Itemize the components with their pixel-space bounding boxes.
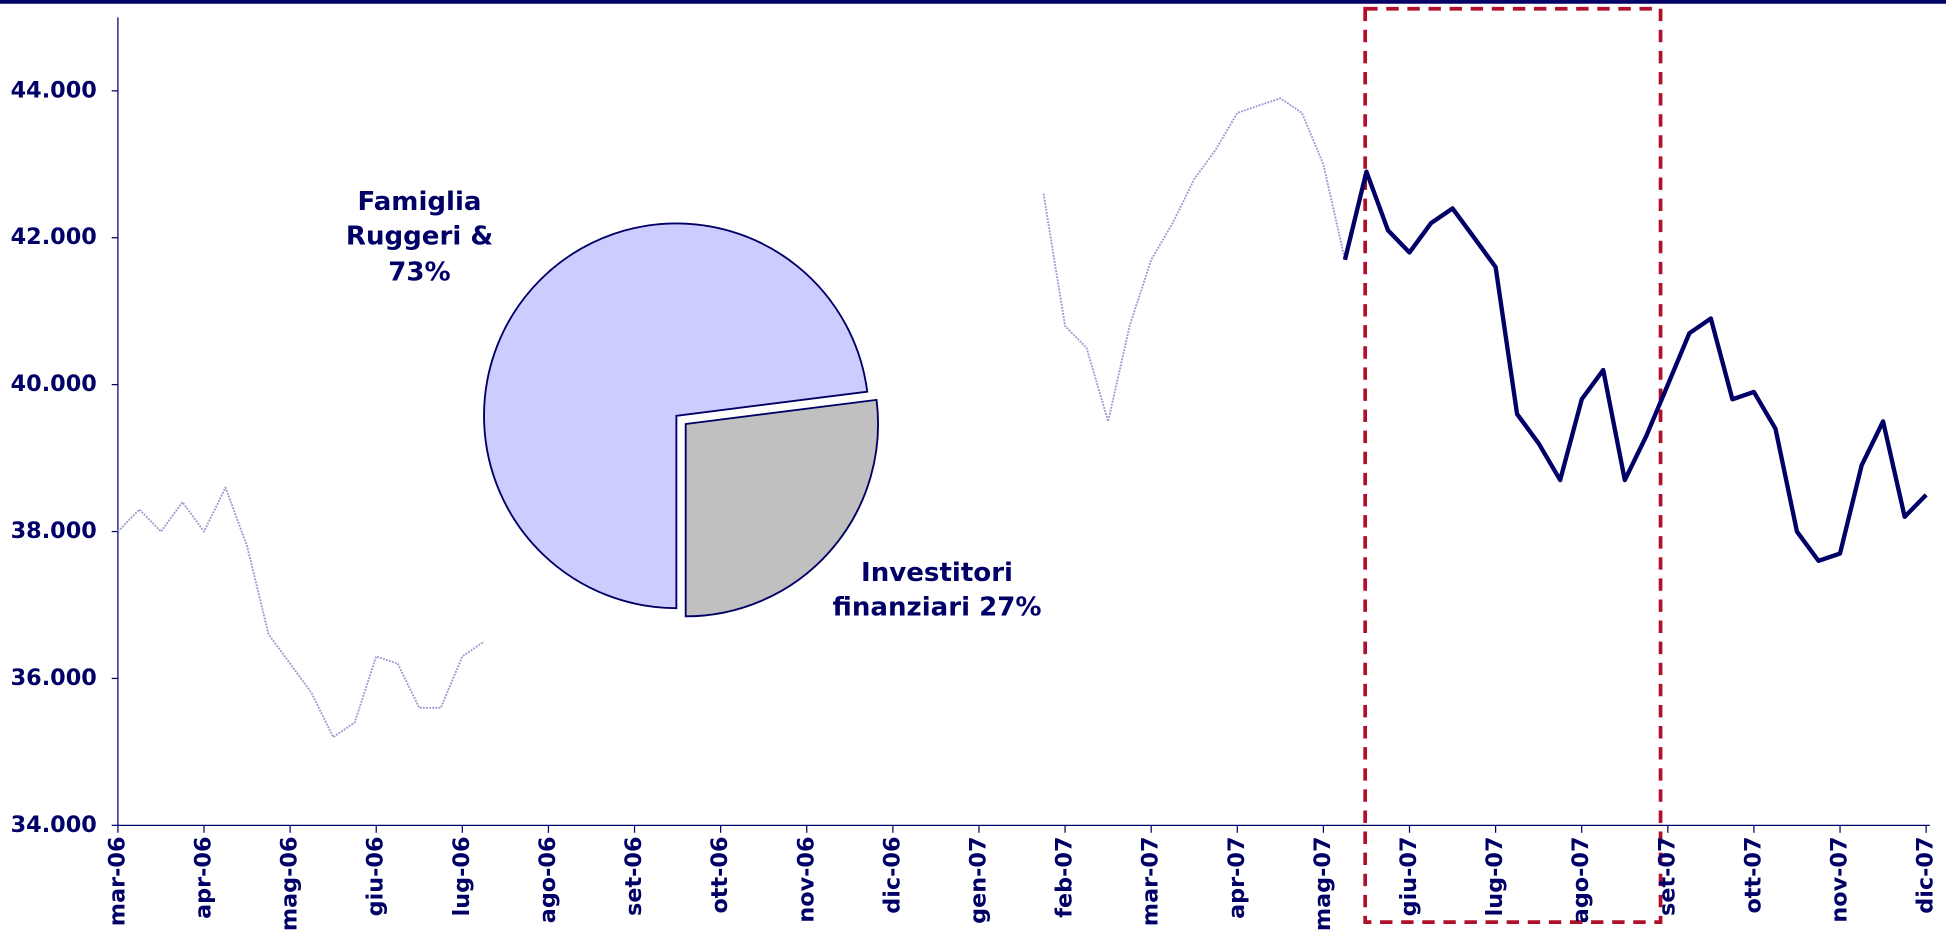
x-tick-label: apr-06 [191, 837, 217, 919]
x-tick-label: mag-07 [1310, 837, 1336, 932]
pie-value-container: 73% [388, 256, 451, 287]
y-tick-label: 42.000 [11, 224, 97, 250]
x-tick-label: dic-07 [1913, 837, 1939, 914]
pie-label: Investitori finanziari [832, 557, 1013, 622]
x-tick-label: set-06 [621, 837, 647, 916]
pie-slice [684, 398, 879, 618]
highlight-box [1363, 6, 1663, 925]
x-tick-label: lug-07 [1482, 837, 1508, 917]
y-tick-label: 34.000 [11, 812, 97, 838]
x-tick-label: nov-07 [1827, 837, 1853, 923]
y-tick-label: 38.000 [11, 518, 97, 544]
x-tick-label: ott-06 [707, 837, 733, 914]
x-tick-label: apr-07 [1224, 837, 1250, 919]
x-tick-label: mar-06 [104, 837, 130, 927]
y-tick-label: 36.000 [11, 665, 97, 691]
line-series [1342, 169, 1928, 564]
x-tick-label: ago-06 [535, 837, 561, 924]
x-tick-label: ott-07 [1740, 837, 1766, 914]
x-tick-label: ago-07 [1568, 837, 1594, 924]
pie-label-group: Investitori finanziari 27% [813, 555, 1061, 625]
pie-value-label: 27% [979, 592, 1042, 622]
line-series [117, 97, 1346, 739]
x-tick-label: lug-06 [449, 837, 475, 917]
y-tick-label: 40.000 [11, 371, 97, 397]
x-tick-label: nov-06 [793, 837, 819, 923]
top-border [0, 0, 1946, 4]
x-tick-label: mag-06 [277, 837, 303, 932]
x-tick-label: mar-07 [1138, 837, 1164, 927]
x-tick-label: giu-07 [1396, 837, 1422, 917]
x-tick-label: set-07 [1654, 837, 1680, 916]
pie-label: Famiglia Ruggeri & Management [324, 186, 516, 258]
x-tick-label: giu-06 [363, 837, 389, 917]
pie-value-label: 73% [388, 256, 451, 287]
pie-label-container: Investitori finanziari 27% [813, 555, 1061, 625]
x-tick-label: gen-07 [965, 837, 991, 924]
x-tick-label: feb-07 [1052, 837, 1078, 918]
pie-label-container: Famiglia Ruggeri & Management [324, 186, 516, 258]
y-tick-label: 44.000 [11, 77, 97, 103]
pie-slice [483, 222, 869, 610]
x-tick-label: dic-06 [879, 837, 905, 914]
